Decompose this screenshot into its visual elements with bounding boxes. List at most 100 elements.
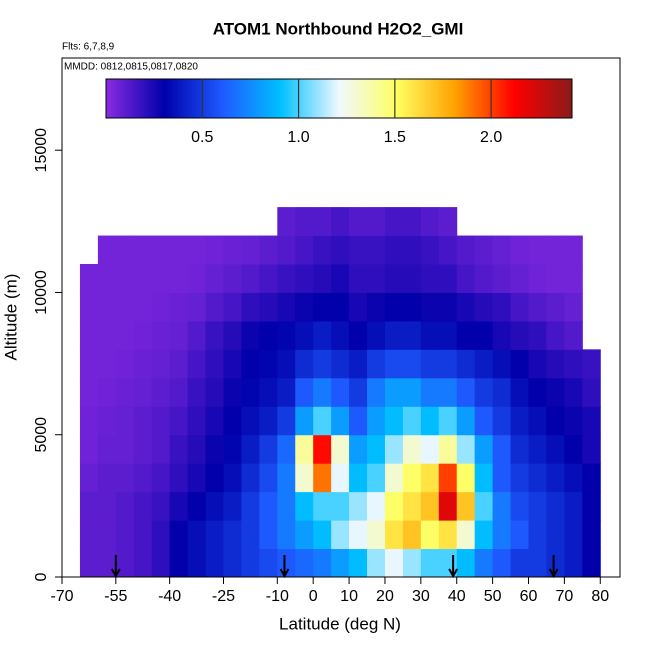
heat-cell <box>223 520 242 550</box>
heat-cell <box>474 520 494 550</box>
heat-cell <box>528 264 547 293</box>
heat-cell <box>187 264 207 293</box>
heat-cell <box>115 434 135 464</box>
heat-cell <box>349 434 368 464</box>
heat-cell <box>367 235 386 265</box>
heat-cell <box>295 548 314 578</box>
heat-cell <box>331 207 350 237</box>
heat-cell <box>331 349 350 379</box>
y-tick-label: 15000 <box>33 128 50 173</box>
arrow-marker <box>110 555 121 579</box>
heat-cell <box>277 320 296 350</box>
heat-cell <box>133 264 153 293</box>
heat-cell <box>187 491 207 521</box>
heat-cell <box>510 235 529 265</box>
x-tick-label: 10 <box>340 588 358 605</box>
heat-cell <box>474 292 494 322</box>
heat-cell <box>241 548 260 578</box>
heat-cell <box>241 320 260 350</box>
heat-cell <box>528 349 547 379</box>
heat-cell <box>151 406 171 436</box>
heat-cell <box>349 292 368 322</box>
heat-cell <box>402 292 422 322</box>
heat-cell <box>115 292 135 322</box>
heat-cell <box>528 463 547 493</box>
heat-cell <box>492 548 512 578</box>
heat-cell <box>367 292 386 322</box>
heat-cell <box>169 434 189 464</box>
heat-cell <box>133 491 153 521</box>
heat-cell <box>474 491 494 521</box>
heat-cell <box>169 463 189 493</box>
heat-cell <box>420 349 440 379</box>
heat-cell <box>456 434 476 464</box>
heat-cell <box>438 264 458 293</box>
heat-cell <box>277 292 296 322</box>
heat-cell <box>331 463 350 493</box>
heat-cell <box>546 434 565 464</box>
heat-cell <box>115 548 135 578</box>
heat-cell <box>492 491 512 521</box>
heat-cell <box>367 349 386 379</box>
heat-cell <box>97 349 117 379</box>
heat-cell <box>331 264 350 293</box>
heat-cell <box>133 349 153 379</box>
heat-cell <box>223 264 242 293</box>
heat-cell <box>259 548 278 578</box>
heat-cell <box>277 207 296 237</box>
heat-cell <box>295 349 314 379</box>
heat-cell <box>402 207 422 237</box>
heat-cell <box>115 235 135 265</box>
heat-cell <box>187 548 207 578</box>
heat-cell <box>259 463 278 493</box>
heat-cell <box>438 520 458 550</box>
arrow-marker <box>448 555 459 579</box>
heat-cell <box>564 520 583 550</box>
heat-cell <box>295 520 314 550</box>
heat-cell <box>582 548 601 578</box>
heat-cell <box>349 235 368 265</box>
heat-cell <box>384 548 404 578</box>
heat-cell <box>474 320 494 350</box>
heat-cell <box>223 349 242 379</box>
heat-cell <box>510 292 529 322</box>
heat-cell <box>349 491 368 521</box>
heat-cell <box>241 292 260 322</box>
heat-cell <box>313 548 332 578</box>
heat-cell <box>367 434 386 464</box>
heat-cell <box>546 377 565 407</box>
heat-cell <box>402 349 422 379</box>
heat-cell <box>259 406 278 436</box>
heat-cell <box>367 377 386 407</box>
colorbar <box>105 78 573 119</box>
heat-cell <box>97 434 117 464</box>
heat-cell <box>313 235 332 265</box>
heat-cell <box>420 377 440 407</box>
heat-cell <box>456 235 476 265</box>
heat-cell <box>402 548 422 578</box>
heat-cell <box>438 463 458 493</box>
heat-cell <box>367 264 386 293</box>
heat-cell <box>438 377 458 407</box>
heat-cell <box>582 349 601 379</box>
x-tick-label: 40 <box>448 588 466 605</box>
heat-cell <box>313 320 332 350</box>
heat-cell <box>313 292 332 322</box>
heat-cell <box>223 235 242 265</box>
heat-cell <box>169 292 189 322</box>
x-tick-label: 30 <box>412 588 430 605</box>
heat-cell <box>420 292 440 322</box>
heat-cell <box>205 463 224 493</box>
heat-cell <box>564 434 583 464</box>
heat-cell <box>420 406 440 436</box>
heat-cell <box>492 349 512 379</box>
heat-cell <box>151 349 171 379</box>
heat-cell <box>187 434 207 464</box>
arrow-marker <box>279 555 290 579</box>
heat-cell <box>564 548 583 578</box>
heat-cell <box>169 520 189 550</box>
heat-cell <box>259 520 278 550</box>
heat-cell <box>223 320 242 350</box>
heat-cell <box>420 548 440 578</box>
heat-cell <box>546 320 565 350</box>
